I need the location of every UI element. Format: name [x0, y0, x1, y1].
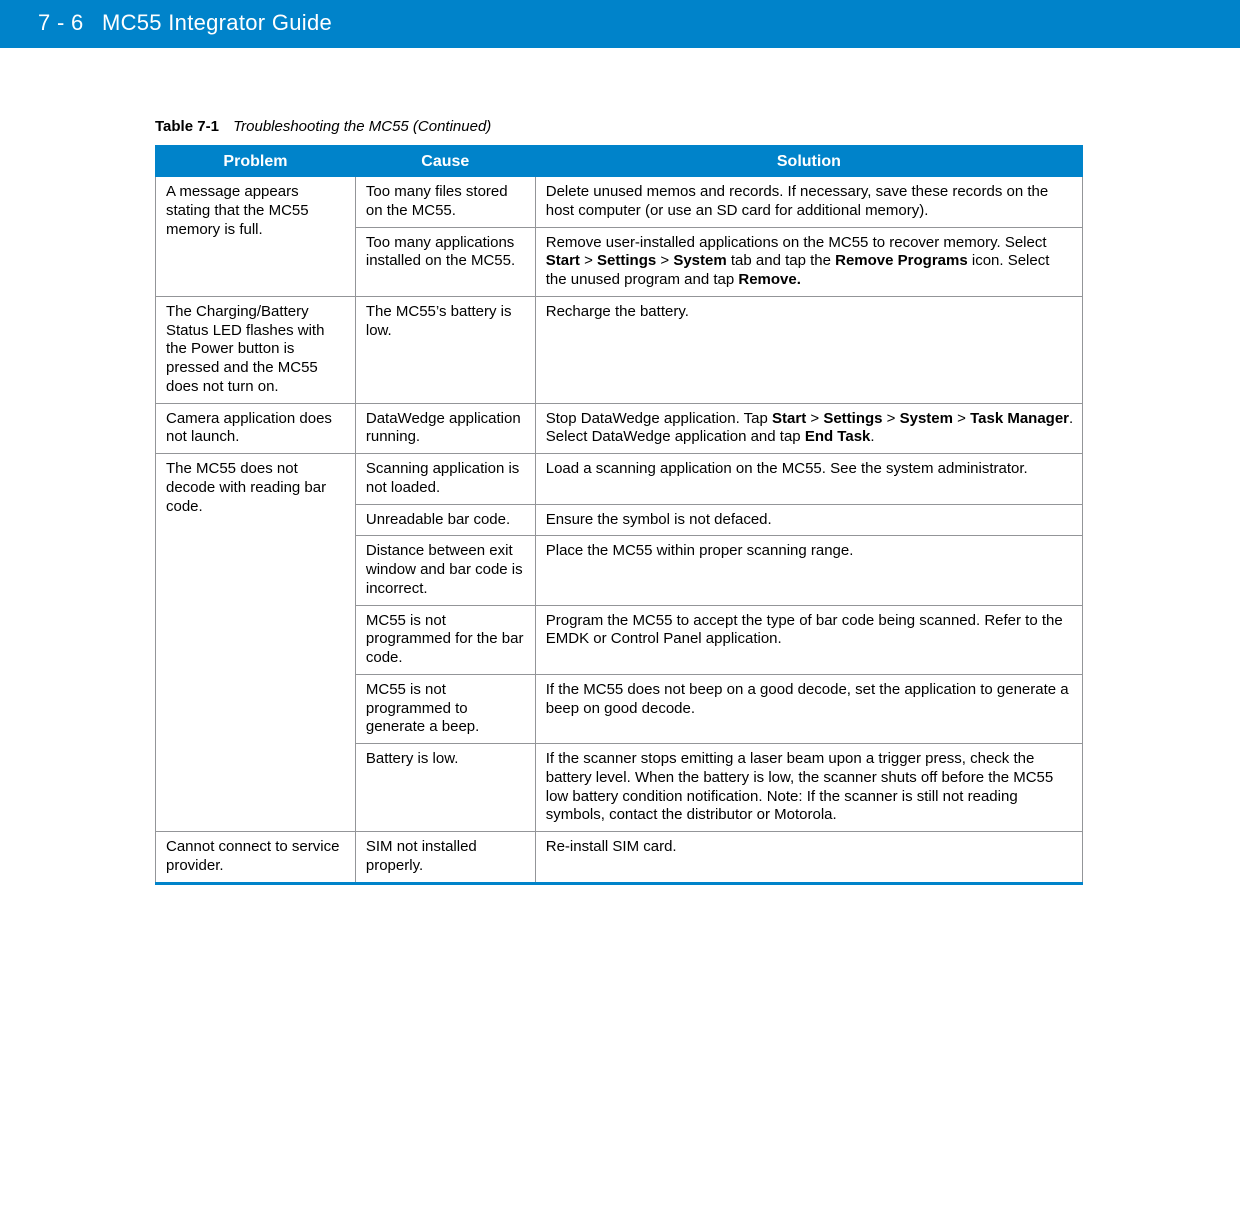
cause-cell: MC55 is not programmed for the bar code. [355, 605, 535, 674]
problem-cell: Cannot connect to service provider. [156, 832, 356, 884]
cause-cell: Too many files stored on the MC55. [355, 177, 535, 228]
solution-cell: Remove user-installed applications on th… [535, 227, 1082, 296]
table-row: A message appears stating that the MC55 … [156, 177, 1083, 228]
table-head: Problem Cause Solution [156, 147, 1083, 177]
table-body: A message appears stating that the MC55 … [156, 177, 1083, 884]
table-row: Camera application does not launch.DataW… [156, 403, 1083, 454]
cause-cell: Distance between exit window and bar cod… [355, 536, 535, 605]
solution-cell: Delete unused memos and records. If nece… [535, 177, 1082, 228]
col-header-problem: Problem [156, 147, 356, 177]
problem-cell: The Charging/Battery Status LED flashes … [156, 296, 356, 403]
table-label: Table 7-1 [155, 118, 229, 135]
problem-cell: A message appears stating that the MC55 … [156, 177, 356, 297]
solution-cell: Program the MC55 to accept the type of b… [535, 605, 1082, 674]
cause-cell: Unreadable bar code. [355, 504, 535, 536]
problem-cell: Camera application does not launch. [156, 403, 356, 454]
cause-cell: The MC55’s battery is low. [355, 296, 535, 403]
cause-cell: SIM not installed properly. [355, 832, 535, 884]
col-header-solution: Solution [535, 147, 1082, 177]
table-caption: Table 7-1 Troubleshooting the MC55 (Cont… [155, 118, 1160, 135]
solution-cell: If the scanner stops emitting a laser be… [535, 744, 1082, 832]
page-header-bar: 7 - 6 MC55 Integrator Guide [0, 0, 1240, 48]
table-row: Cannot connect to service provider.SIM n… [156, 832, 1083, 884]
col-header-cause: Cause [355, 147, 535, 177]
table-row: The Charging/Battery Status LED flashes … [156, 296, 1083, 403]
solution-cell: Recharge the battery. [535, 296, 1082, 403]
table-row: The MC55 does not decode with reading ba… [156, 454, 1083, 505]
solution-cell: Re-install SIM card. [535, 832, 1082, 884]
cause-cell: DataWedge application running. [355, 403, 535, 454]
solution-cell: If the MC55 does not beep on a good deco… [535, 674, 1082, 743]
table-title: Troubleshooting the MC55 (Continued) [233, 118, 491, 135]
cause-cell: Battery is low. [355, 744, 535, 832]
troubleshooting-table: Problem Cause Solution A message appears… [155, 145, 1083, 885]
solution-cell: Load a scanning application on the MC55.… [535, 454, 1082, 505]
solution-cell: Place the MC55 within proper scanning ra… [535, 536, 1082, 605]
cause-cell: Scanning application is not loaded. [355, 454, 535, 505]
problem-cell: The MC55 does not decode with reading ba… [156, 454, 356, 832]
solution-cell: Ensure the symbol is not defaced. [535, 504, 1082, 536]
cause-cell: MC55 is not programmed to generate a bee… [355, 674, 535, 743]
page-content: Table 7-1 Troubleshooting the MC55 (Cont… [0, 48, 1240, 885]
guide-title: MC55 Integrator Guide [102, 10, 332, 35]
page-number: 7 - 6 [38, 10, 96, 35]
cause-cell: Too many applications installed on the M… [355, 227, 535, 296]
table-header-row: Problem Cause Solution [156, 147, 1083, 177]
solution-cell: Stop DataWedge application. Tap Start > … [535, 403, 1082, 454]
